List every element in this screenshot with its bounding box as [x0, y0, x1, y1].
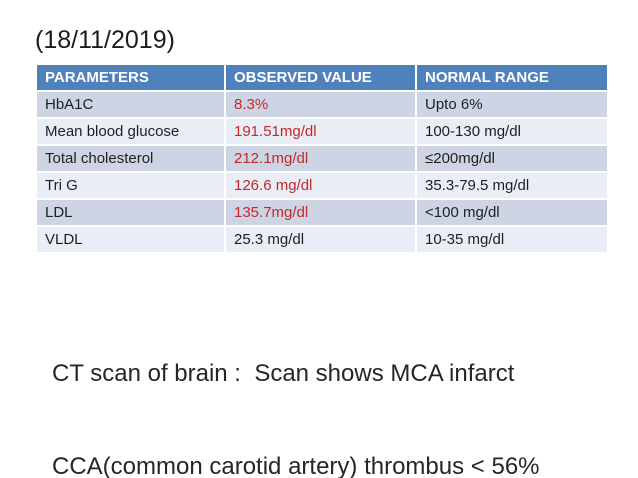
observed-value-cell: 126.6 mg/dl [224, 171, 417, 200]
ct-scan-note: CT scan of brain : Scan shows MCA infarc… [52, 296, 540, 478]
lab-results-table: PARAMETERS OBSERVED VALUE NORMAL RANGE H… [35, 63, 609, 254]
normal-range-cell: ≤200mg/dl [415, 144, 609, 173]
parameter-cell: Total cholesterol [35, 144, 226, 173]
col-header-observed-value: OBSERVED VALUE [224, 63, 417, 92]
slide-title: (18/11/2019) [35, 26, 175, 54]
parameter-cell: VLDL [35, 225, 226, 254]
col-header-normal-range: NORMAL RANGE [415, 63, 609, 92]
table-header-row: PARAMETERS OBSERVED VALUE NORMAL RANGE [35, 63, 609, 92]
col-header-parameters: PARAMETERS [35, 63, 226, 92]
normal-range-cell: 35.3-79.5 mg/dl [415, 171, 609, 200]
note-line-2: CCA(common carotid artery) thrombus < 56… [52, 453, 540, 478]
table-row: HbA1C 8.3% Upto 6% [35, 90, 609, 119]
parameter-cell: HbA1C [35, 90, 226, 119]
table-row: Total cholesterol 212.1mg/dl ≤200mg/dl [35, 144, 609, 173]
normal-range-cell: Upto 6% [415, 90, 609, 119]
parameter-cell: Mean blood glucose [35, 117, 226, 146]
note-line-1: CT scan of brain : Scan shows MCA infarc… [52, 360, 515, 387]
table-row: Mean blood glucose 191.51mg/dl 100-130 mg/… [35, 117, 609, 146]
parameter-cell: Tri G [35, 171, 226, 200]
normal-range-cell: <100 mg/dl [415, 198, 609, 227]
observed-value-cell: 25.3 mg/dl [224, 225, 417, 254]
observed-value-cell: 212.1mg/dl [224, 144, 417, 173]
parameter-cell: LDL [35, 198, 226, 227]
observed-value-cell: 191.51mg/dl [224, 117, 417, 146]
normal-range-cell: 10-35 mg/dl [415, 225, 609, 254]
table-body: HbA1C 8.3% Upto 6% Mean blood glucose 191.51… [35, 90, 609, 254]
observed-value-cell: 135.7mg/dl [224, 198, 417, 227]
normal-range-cell: 100-130 mg/dl [415, 117, 609, 146]
table-row: Tri G 126.6 mg/dl 35.3-79.5 mg/dl [35, 171, 609, 200]
observed-value-cell: 8.3% [224, 90, 417, 119]
table-row: LDL 135.7mg/dl <100 mg/dl [35, 198, 609, 227]
table-row: VLDL 25.3 mg/dl 10-35 mg/dl [35, 225, 609, 254]
